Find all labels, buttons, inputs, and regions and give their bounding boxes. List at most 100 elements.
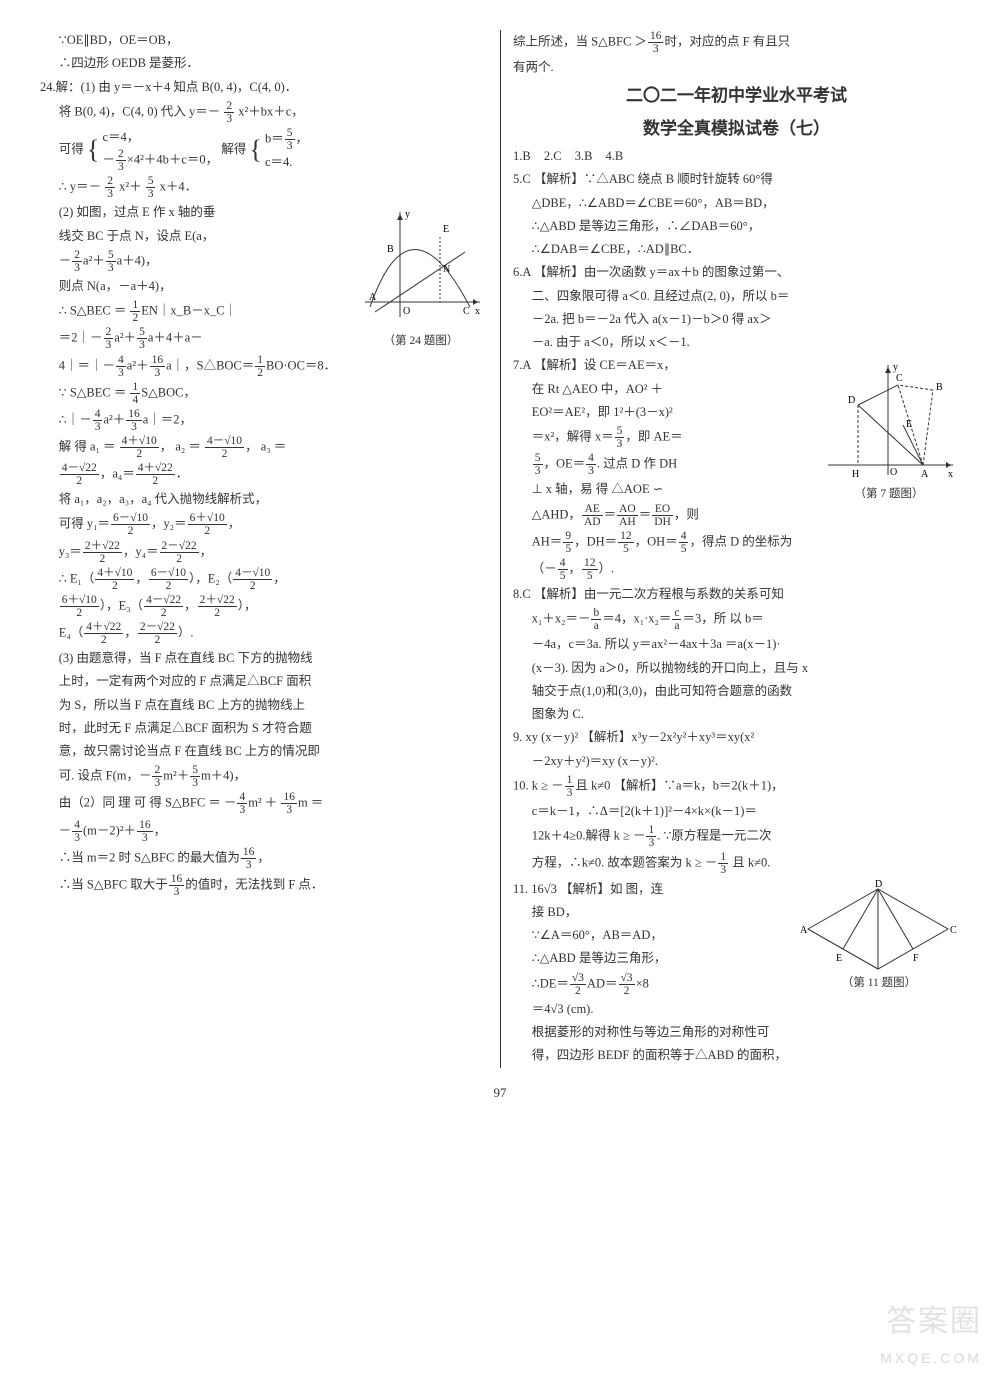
fig11: A B C D E F （第 11 题图） [798, 879, 960, 994]
line: 时，此时无 F 点满足△BCF 面积为 S 才符合题 [40, 718, 487, 739]
lbl-A: A [800, 925, 808, 936]
q10: 10. k ≥ －13且 k≠0 【解析】∵a＝k，b＝2(k＋1)， [513, 774, 960, 799]
text: ， [257, 850, 270, 864]
watermark-line2: MXQE.COM [880, 1347, 982, 1371]
text: (m－2)²＋ [83, 823, 136, 837]
frac: 4＋√102 [95, 567, 134, 592]
lbl-C: C [463, 306, 470, 317]
line: －43(m－2)²＋163， [40, 819, 487, 844]
text: 解 得 a₁ ＝ [59, 439, 119, 453]
text: 4｜＝｜－ [59, 358, 115, 372]
lbl-E: E [443, 224, 449, 235]
c-val: c＝4. [265, 155, 292, 169]
text: . ∵原方程是一元二次 [657, 829, 771, 843]
solve-a2: 4－√222，a₄＝4＋√222． [40, 462, 487, 487]
frac-16-3: 163 [648, 30, 664, 55]
page-columns: ∵OE∥BD，OE＝OB， ∴四边形 OEDB 是菱形． 24.解：(1) 由 … [40, 30, 960, 1068]
text: ，得点 D 的坐标为 [689, 534, 792, 548]
frac: 4－√102 [205, 435, 244, 460]
brace-system: 可得 { c＝4， －23×4²＋4b＋c＝0， 解得 { b＝53， c＝4. [40, 127, 487, 173]
text: ，y₄＝ [123, 544, 159, 558]
frac: 4＋√222 [84, 621, 123, 646]
lbl-C: C [896, 373, 903, 384]
frac: 4－√102 [233, 567, 272, 592]
frac-16-3: 163 [150, 354, 166, 379]
frac-5-3: 53 [137, 326, 147, 351]
frac-4-3: 43 [93, 408, 103, 433]
frac: 45 [679, 530, 689, 555]
line: 将 B(0, 4)，C(4, 0) 代入 y＝－ 23 x²＋bx＋c， [40, 100, 487, 125]
frac-4-3: 43 [237, 791, 247, 816]
q24-head: 24.解：(1) 由 y＝－x＋4 知点 B(0, 4)，C(4, 0)． [40, 77, 487, 98]
line: 为 S，所以当 F 点在直线 BC 上方的抛物线上 [40, 695, 487, 716]
text: x²＋bx＋c， [238, 104, 304, 118]
text: ∴｜－ [59, 412, 92, 426]
text: － [59, 823, 72, 837]
q8: 8.C 【解析】由一元二次方程根与系数的关系可知 [513, 584, 960, 605]
text: m＋4)， [201, 769, 246, 783]
text: ，y₂＝ [151, 517, 187, 531]
q5c: ∴△ABD 是等边三角形，∴∠DAB＝60°， [513, 216, 960, 237]
fig7-svg: O A B C D E H x y [818, 355, 958, 485]
text: ． [176, 466, 189, 480]
frac-2-3: 23 [152, 764, 162, 789]
text: ， a₃ ＝ [245, 439, 286, 453]
line: 意，故只需讨论当点 F 在直线 BC 上方的情况即 [40, 741, 487, 762]
frac-4-3: 43 [116, 354, 126, 379]
text: 由（2）同 理 可 得 S△BFC ＝ － [59, 796, 237, 810]
text: x₁＋x₂＝－ [532, 612, 591, 626]
frac: 6＋√102 [60, 594, 99, 619]
frac-16-3: 163 [169, 873, 185, 898]
text: m²＋ [163, 769, 189, 783]
q7k: AH＝95，DH＝125，OH＝45，得点 D 的坐标为 [513, 530, 960, 555]
text: 将 B(0, 4)，C(4, 0) 代入 y＝－ [59, 104, 220, 118]
text: ∴ S△BEC ＝ [59, 304, 130, 318]
line: ∴当 m＝2 时 S△BFC 的最大值为163， [40, 846, 487, 871]
line: 4｜＝｜－43a²＋163a｜，S△BOC＝12BO·OC＝8． [40, 354, 487, 379]
q7o: （－45，125）. [513, 557, 960, 582]
text: 且 k≠0 【解析】∵a＝k，b＝2(k＋1)， [575, 778, 783, 792]
watermark: 答案圈 MXQE.COM [880, 1296, 982, 1371]
frac-2-3: 23 [116, 148, 126, 173]
lbl-O: O [890, 467, 897, 478]
frac: √32 [619, 972, 635, 997]
text: AH＝ [532, 534, 563, 548]
ans-3: 3.B [575, 149, 593, 163]
text: a²＋ [114, 331, 136, 345]
frac-5-3: 53 [615, 425, 625, 450]
text: EN｜x_B－x_C｜ [141, 304, 237, 318]
q6b: 二、四象限可得 a＜0. 且经过点(2, 0)，所以 b＝ [513, 286, 960, 307]
text: . 过点 D 作 DH [597, 457, 677, 471]
q8f: (x－3). 因为 a＞0，所以抛物线的开口向上，且与 x [513, 658, 960, 679]
line: 有两个. [513, 57, 960, 78]
paper-title-1: 二〇二一年初中学业水平考试 [513, 82, 960, 111]
page-number: 97 [40, 1082, 960, 1104]
y-expr: ∴ y＝－ 23 x²＋ 53 x＋4． [40, 175, 487, 200]
frac-1-2: 12 [130, 299, 140, 324]
frac-16-3: 163 [281, 791, 297, 816]
ans-2: 2.C [544, 149, 562, 163]
frac: 4－√222 [60, 462, 99, 487]
text: x＋4． [160, 180, 198, 194]
fig24: O A B C E N x y （第 24 题图） [355, 202, 487, 352]
lbl-A: A [369, 292, 377, 303]
lbl-D: D [848, 395, 855, 406]
frac-1-3: 13 [718, 851, 728, 876]
text: 10. k ≥ － [513, 778, 564, 792]
text: 方程，∴k≠0. 故本题答案为 k ≥ － [532, 856, 718, 870]
watermark-line1: 答案圈 [880, 1296, 982, 1347]
text: ），E₃（ [100, 598, 143, 612]
e-points3: E₄（4＋√222，2－√222）. [40, 621, 487, 646]
text: 12k＋4≥0.解得 k ≥ － [532, 829, 646, 843]
text: ＝3，所 以 b＝ [682, 612, 763, 626]
text: ， [154, 823, 167, 837]
lbl-A: A [921, 469, 929, 480]
text: ，a₄＝ [100, 466, 135, 480]
lbl-E: E [906, 419, 912, 430]
q7i: △AHD，AEAD＝AOAH＝EODH，则 [513, 503, 960, 528]
lbl-B: B [387, 244, 394, 255]
lbl-N: N [443, 264, 450, 275]
line: ∵OE∥BD，OE＝OB， [40, 30, 487, 51]
lbl-F: F [913, 953, 919, 964]
frac: 6＋√102 [188, 512, 227, 537]
